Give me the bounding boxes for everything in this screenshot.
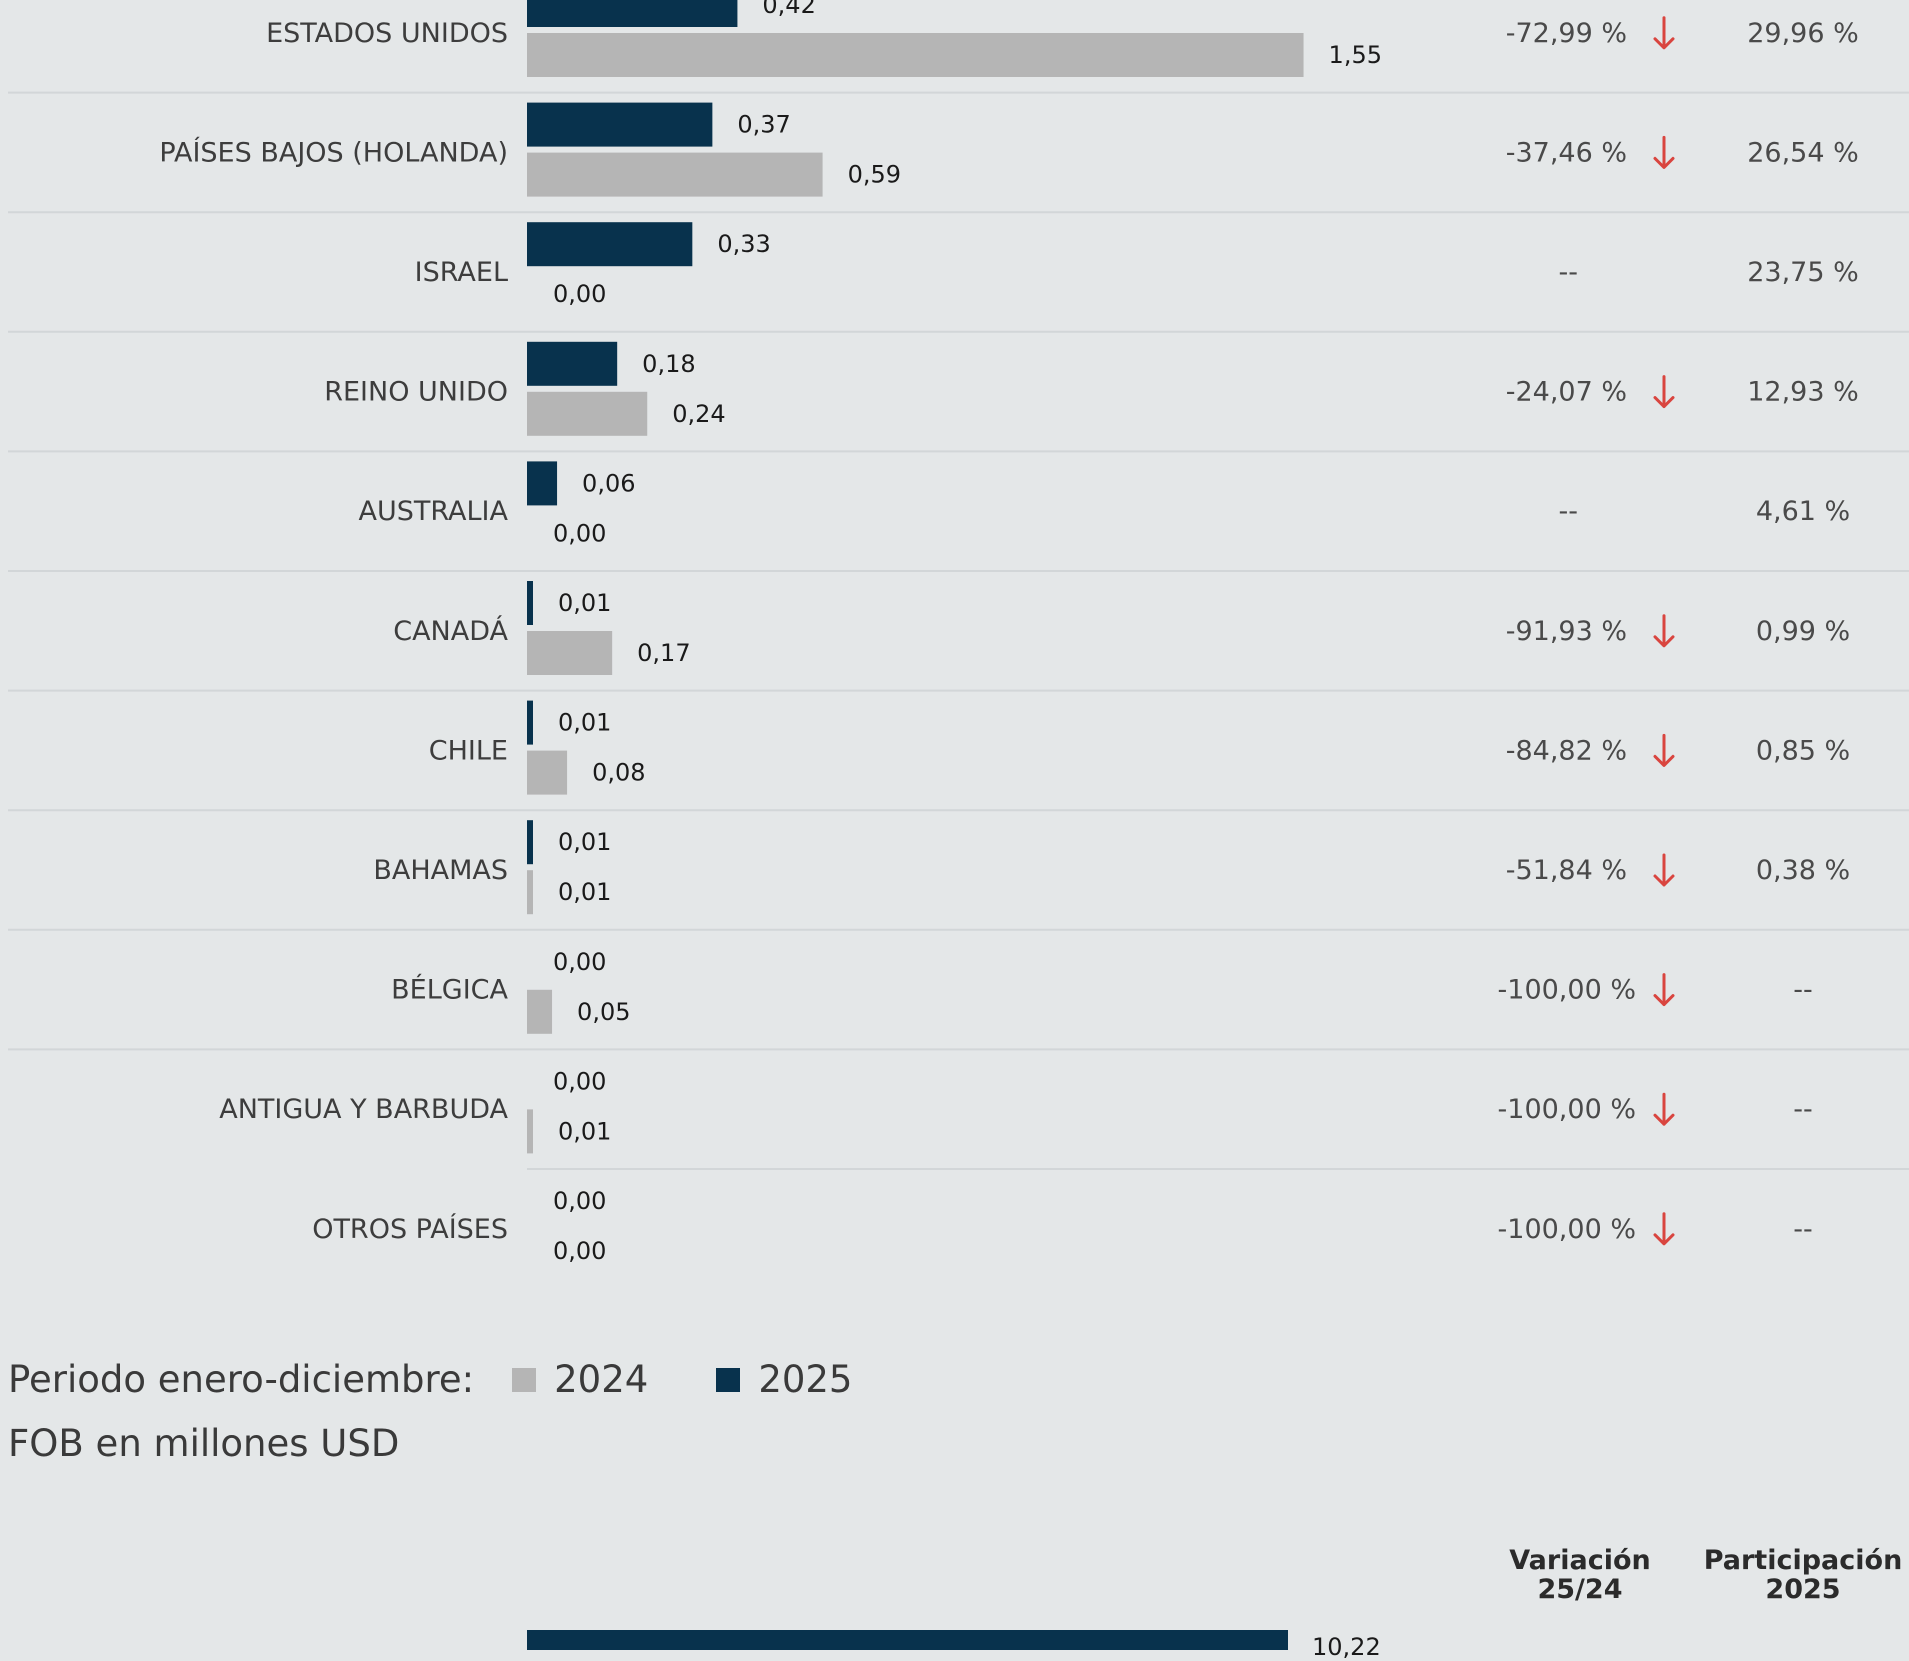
country-label-bahamas: BAHAMAS — [373, 855, 508, 886]
participacion-value-israel: 23,75 % — [1747, 257, 1859, 288]
bar-label-2025-australia: 0,06 — [582, 469, 635, 497]
bar-label-2024-bahamas: 0,01 — [558, 878, 611, 906]
variacion-value-australia: -- — [1559, 496, 1579, 527]
country-label-australia: AUSTRALIA — [359, 496, 509, 527]
bar-label-2024-estados-unidos: 1,55 — [1329, 41, 1382, 69]
participacion-value-reino-unido: 12,93 % — [1747, 377, 1859, 408]
bar-2025-paises-bajos-holanda — [527, 102, 713, 147]
legend-prefix: Periodo enero-diciembre: — [8, 1358, 475, 1401]
bar-label-2025-otros-paises: 0,00 — [553, 1187, 606, 1215]
bar-2024-paises-bajos-holanda — [527, 152, 823, 197]
legend-swatch-2025 — [716, 1367, 741, 1392]
bar-label-2024-chile: 0,08 — [592, 759, 645, 787]
variacion-value-estados-unidos: -72,99 % — [1506, 18, 1627, 49]
bar-2024-estados-unidos — [527, 33, 1304, 77]
variacion-value-bahamas: -51,84 % — [1506, 855, 1627, 886]
bar-label-2025-antigua-y-barbuda: 0,00 — [553, 1067, 606, 1095]
bar-2025-chile — [527, 700, 533, 745]
bar-label-2024-canada: 0,17 — [637, 639, 690, 667]
bar-2025-bahamas — [527, 820, 533, 865]
bar-label-2025-paises-bajos-holanda: 0,37 — [737, 111, 790, 139]
bar-label-2024-paises-bajos-holanda: 0,59 — [848, 161, 901, 189]
column-header-variacion-line1: Variación — [1509, 1545, 1651, 1576]
down-arrow-icon — [1653, 375, 1675, 409]
participacion-value-bahamas: 0,38 % — [1756, 855, 1850, 886]
next-chart-bar-2025 — [527, 1630, 1288, 1650]
column-header-variacion: Variación 25/24 — [1500, 1546, 1660, 1604]
legend-label-2025: 2025 — [758, 1358, 853, 1401]
down-arrow-icon — [1653, 1212, 1675, 1246]
down-arrow-icon — [1653, 1092, 1675, 1126]
bar-label-2025-bahamas: 0,01 — [558, 828, 611, 856]
variacion-value-otros-paises: -100,00 % — [1498, 1214, 1636, 1245]
bar-2024-bahamas — [527, 870, 533, 915]
variacion-value-chile: -84,82 % — [1506, 735, 1627, 766]
bar-2025-canada — [527, 581, 533, 625]
down-arrow-icon — [1653, 135, 1675, 169]
participacion-value-chile: 0,85 % — [1756, 735, 1850, 766]
down-arrow-icon — [1653, 733, 1675, 767]
bar-label-2024-belgica: 0,05 — [577, 998, 630, 1026]
column-header-variacion-line2: 25/24 — [1537, 1574, 1623, 1605]
bar-label-2025-canada: 0,01 — [558, 589, 611, 617]
country-label-israel: ISRAEL — [415, 257, 508, 288]
down-arrow-icon — [1653, 614, 1675, 648]
bar-label-2025-chile: 0,01 — [558, 709, 611, 737]
bar-label-2024-otros-paises: 0,00 — [553, 1237, 606, 1265]
bar-2024-reino-unido — [527, 391, 648, 436]
bar-label-2025-belgica: 0,00 — [553, 948, 606, 976]
bar-2024-antigua-y-barbuda — [527, 1109, 533, 1154]
legend-swatch-2024 — [512, 1367, 537, 1392]
participacion-value-australia: 4,61 % — [1756, 496, 1850, 527]
country-label-paises-bajos-holanda: PAÍSES BAJOS (HOLANDA) — [159, 136, 508, 168]
down-arrow-icon — [1653, 973, 1675, 1007]
bar-2024-canada — [527, 631, 613, 675]
bar-label-2025-reino-unido: 0,18 — [642, 350, 695, 378]
variacion-value-reino-unido: -24,07 % — [1506, 377, 1627, 408]
bar-2025-australia — [527, 461, 558, 506]
bar-label-2025-israel: 0,33 — [717, 230, 770, 258]
chart-legend: Periodo enero-diciembre: 2024 2025 — [8, 1358, 852, 1401]
participacion-value-belgica: -- — [1793, 975, 1813, 1006]
country-label-canada: CANADÁ — [393, 615, 508, 647]
column-header-participacion-line2: 2025 — [1765, 1574, 1841, 1605]
bar-label-2024-australia: 0,00 — [553, 519, 606, 547]
participacion-value-paises-bajos-holanda: 26,54 % — [1747, 137, 1859, 168]
country-label-belgica: BÉLGICA — [391, 974, 508, 1006]
bar-2025-israel — [527, 222, 693, 267]
bar-2024-belgica — [527, 989, 553, 1034]
country-label-otros-paises: OTROS PAÍSES — [312, 1213, 508, 1245]
bar-2024-chile — [527, 750, 568, 795]
unit-label: FOB en millones USD — [8, 1422, 400, 1465]
variacion-value-canada: -91,93 % — [1506, 616, 1627, 647]
variacion-value-belgica: -100,00 % — [1498, 975, 1636, 1006]
legend-label-2024: 2024 — [554, 1358, 649, 1401]
column-header-participacion-line1: Participación — [1703, 1545, 1903, 1576]
bar-label-2024-israel: 0,00 — [553, 280, 606, 308]
bar-label-2024-antigua-y-barbuda: 0,01 — [558, 1117, 611, 1145]
country-label-reino-unido: REINO UNIDO — [324, 377, 508, 408]
variacion-value-israel: -- — [1559, 257, 1579, 288]
participacion-value-antigua-y-barbuda: -- — [1793, 1094, 1813, 1125]
bar-2025-estados-unidos — [527, 0, 738, 27]
bar-2025-reino-unido — [527, 341, 618, 386]
down-arrow-icon — [1653, 853, 1675, 887]
next-chart-bar-label: 10,22 — [1312, 1633, 1381, 1661]
country-label-antigua-y-barbuda: ANTIGUA Y BARBUDA — [219, 1094, 508, 1125]
bar-label-2025-estados-unidos: 0,42 — [762, 0, 815, 19]
participacion-value-canada: 0,99 % — [1756, 616, 1850, 647]
column-header-participacion: Participación 2025 — [1700, 1546, 1906, 1604]
participacion-value-estados-unidos: 29,96 % — [1747, 18, 1859, 49]
down-arrow-icon — [1653, 16, 1675, 50]
country-label-chile: CHILE — [429, 735, 508, 766]
country-label-estados-unidos: ESTADOS UNIDOS — [266, 18, 508, 49]
bar-label-2024-reino-unido: 0,24 — [672, 400, 725, 428]
participacion-value-otros-paises: -- — [1793, 1214, 1813, 1245]
variacion-value-paises-bajos-holanda: -37,46 % — [1506, 137, 1627, 168]
variacion-value-antigua-y-barbuda: -100,00 % — [1498, 1094, 1636, 1125]
